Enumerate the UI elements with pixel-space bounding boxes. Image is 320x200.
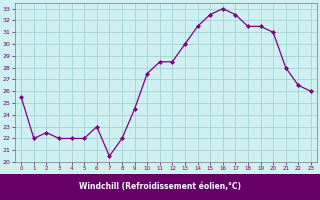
Text: Windchill (Refroidissement éolien,°C): Windchill (Refroidissement éolien,°C) xyxy=(79,182,241,192)
